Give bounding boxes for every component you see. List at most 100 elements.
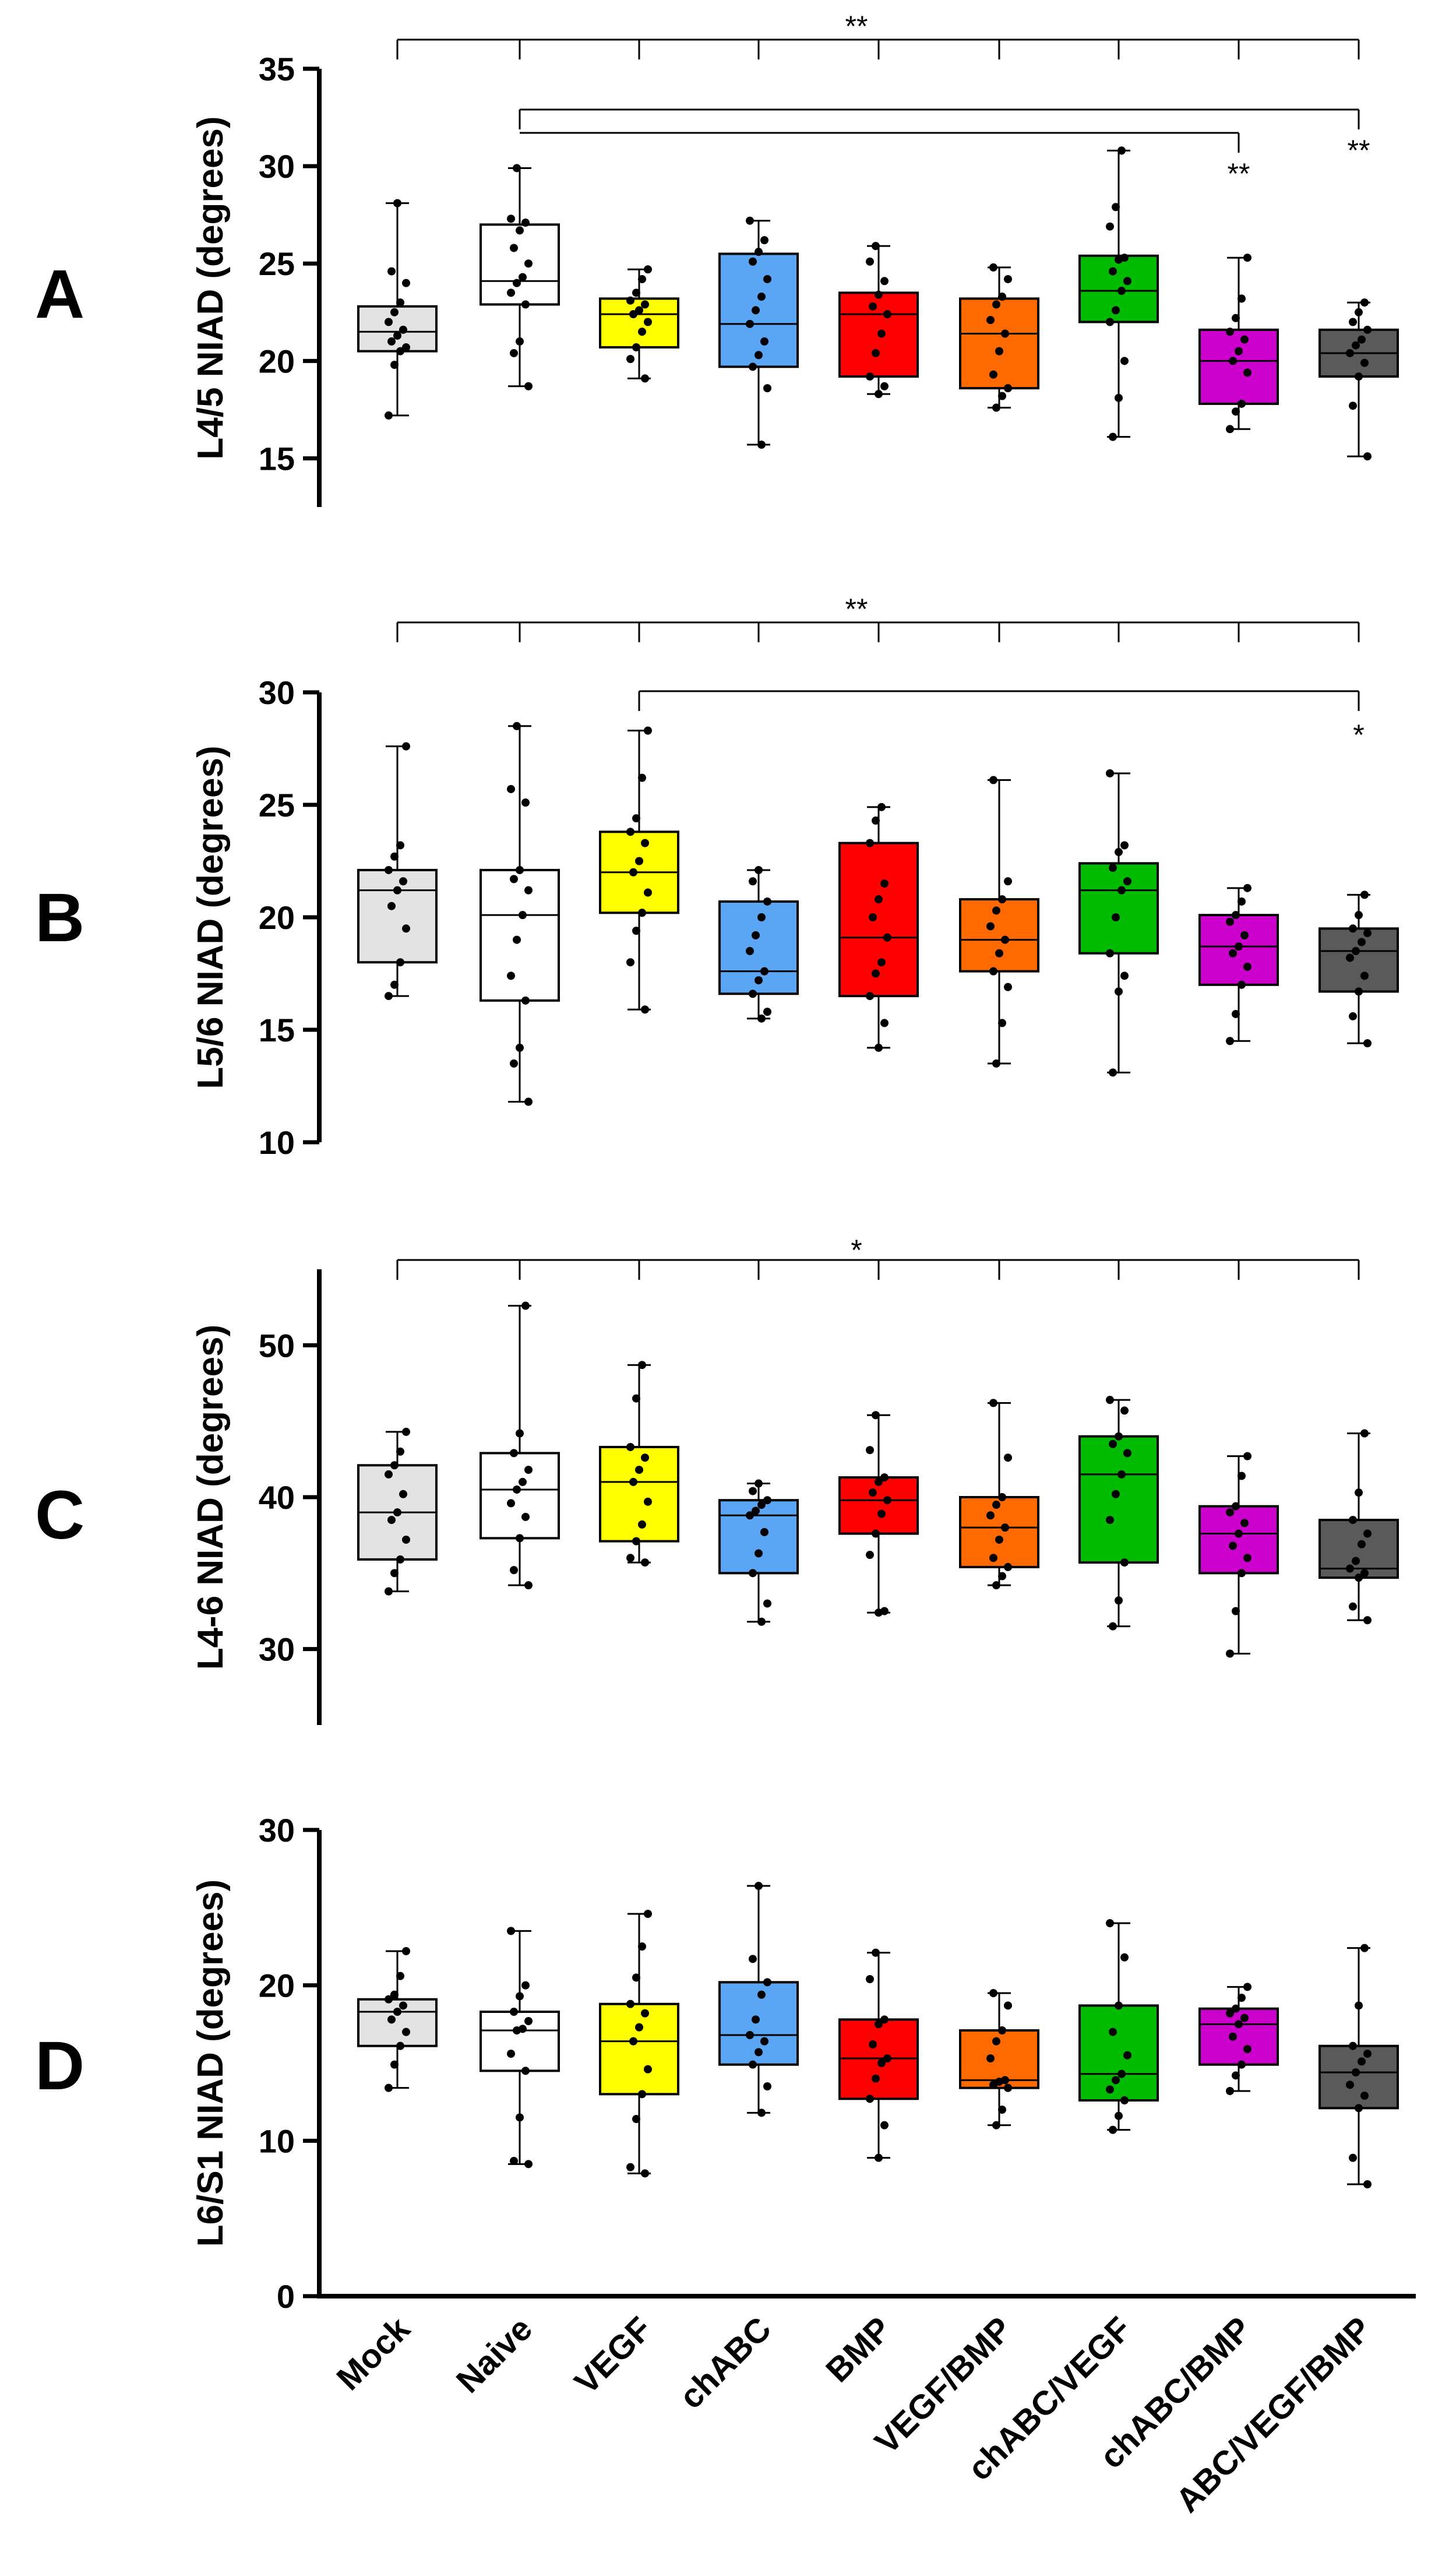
box-bmp — [838, 1411, 919, 1617]
data-point — [524, 2160, 533, 2169]
data-point — [632, 288, 640, 297]
data-point — [1109, 1068, 1117, 1077]
data-point — [1004, 274, 1012, 283]
data-point — [1115, 393, 1123, 402]
box-naive — [480, 1927, 560, 2169]
data-point — [1358, 1540, 1366, 1548]
data-point — [632, 814, 640, 823]
data-point — [521, 1981, 530, 1990]
data-point — [641, 300, 649, 309]
data-point — [396, 841, 404, 850]
data-point — [1004, 1562, 1012, 1571]
data-point — [992, 1581, 1000, 1590]
data-point — [752, 306, 760, 315]
data-point — [513, 279, 521, 287]
data-point — [387, 2015, 396, 2024]
data-point — [1363, 2180, 1372, 2188]
data-point — [749, 990, 757, 998]
x-category-label: Mock — [329, 2310, 417, 2398]
data-point — [510, 1566, 518, 1575]
box-iqr — [357, 868, 438, 964]
data-point — [1001, 329, 1009, 338]
significance-label: ** — [845, 593, 868, 625]
data-point — [519, 273, 527, 281]
data-point — [1109, 1439, 1117, 1448]
data-point — [1232, 2071, 1240, 2080]
box-chabc-bmp — [1198, 1983, 1279, 2095]
data-point — [1232, 911, 1240, 920]
data-point — [516, 2113, 524, 2122]
data-point — [1112, 203, 1120, 212]
data-point — [1226, 2009, 1234, 2018]
data-point — [763, 2082, 771, 2090]
data-point — [402, 2028, 410, 2036]
data-point — [1117, 146, 1126, 155]
data-point — [763, 897, 771, 906]
data-point — [632, 927, 640, 935]
data-point — [1109, 1622, 1117, 1631]
data-point — [1115, 2001, 1123, 2010]
data-point — [883, 1496, 891, 1505]
box-bmp — [838, 1948, 919, 2162]
data-point — [513, 164, 521, 173]
data-point — [396, 1972, 404, 1980]
data-point — [510, 2157, 518, 2165]
data-point — [641, 1005, 649, 1014]
data-point — [399, 325, 407, 334]
data-point — [986, 922, 995, 931]
data-point — [1004, 983, 1012, 991]
box-iqr — [838, 842, 919, 998]
data-point — [1238, 399, 1246, 408]
y-tick-label: 15 — [259, 440, 295, 477]
data-point — [521, 219, 530, 227]
data-point — [1109, 2125, 1117, 2134]
data-point — [755, 976, 763, 985]
data-point — [638, 773, 646, 782]
y-axis-label: L5/6 NIAD (degrees) — [191, 745, 231, 1089]
panel-c: C L4-6 NIAD (degrees) 30 40 50 * — [35, 1234, 1399, 1725]
data-point — [880, 382, 889, 390]
data-point — [1238, 980, 1246, 989]
data-point — [402, 1947, 410, 1955]
data-point — [763, 274, 771, 283]
data-point — [521, 1301, 530, 1310]
data-point — [1226, 2087, 1234, 2095]
data-point — [749, 1487, 757, 1495]
data-point — [1352, 341, 1360, 350]
data-point — [632, 1973, 640, 1982]
data-point — [516, 865, 524, 874]
data-point — [507, 2050, 515, 2058]
data-point — [1229, 949, 1237, 958]
data-point — [1232, 1502, 1240, 1511]
data-point — [880, 277, 889, 286]
data-point — [992, 403, 1000, 412]
data-point — [387, 267, 396, 276]
box-iqr — [480, 868, 560, 1002]
data-point — [757, 1014, 766, 1023]
data-point — [399, 1490, 407, 1498]
data-point — [1349, 1602, 1357, 1611]
data-point — [1355, 308, 1363, 316]
data-point — [516, 337, 524, 346]
data-point — [390, 1461, 399, 1470]
data-point — [1243, 1554, 1251, 1562]
data-point — [986, 1511, 995, 1520]
panel-letter: A — [35, 256, 84, 333]
data-point — [1360, 2092, 1369, 2100]
data-point — [998, 2026, 1006, 2034]
data-point — [866, 839, 874, 847]
data-point — [1120, 357, 1129, 365]
data-point — [989, 1554, 997, 1562]
data-point — [1123, 2051, 1131, 2060]
data-point — [641, 2009, 649, 2018]
data-point — [1120, 1953, 1129, 1962]
panel-a: A L4/5 NIAD (degrees) 15 20 25 30 35 ** ** ** — [35, 10, 1399, 507]
data-point — [880, 1607, 889, 1615]
data-point — [757, 293, 766, 301]
data-point — [995, 949, 1003, 958]
data-point — [1358, 2057, 1366, 2066]
x-category-label: Naive — [449, 2310, 540, 2400]
data-point — [644, 2065, 652, 2074]
box-iqr — [1078, 1435, 1159, 1564]
data-point — [635, 1466, 643, 1474]
